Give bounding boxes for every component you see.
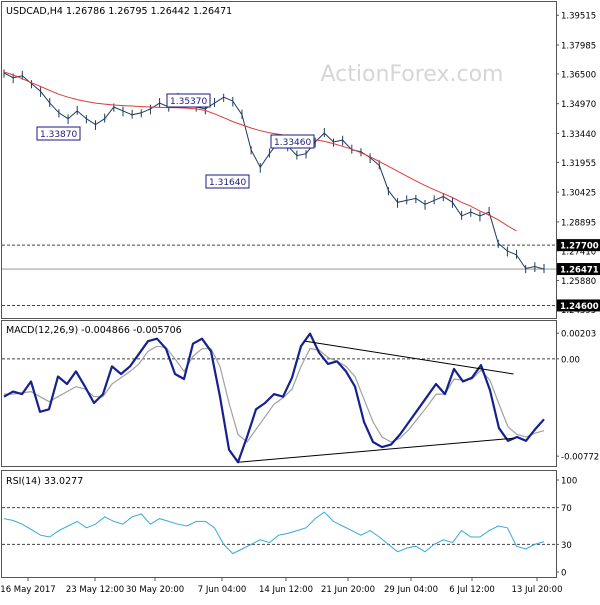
macd-ytick-label: 0.00 [561, 355, 580, 365]
level-label-2-bg [557, 299, 600, 312]
level-label-1-bg [557, 239, 600, 252]
price-panel [1, 1, 557, 319]
rsi-levels [2, 507, 556, 545]
level-label-2: 1.24600 [560, 302, 599, 312]
rsi-yticks: 100 70 30 0 [556, 477, 577, 579]
annotation-box [36, 126, 81, 141]
price-ytick-label: 1.31955 [561, 159, 596, 169]
macd-yticks: 0.00203 0.00 -0.00772 [556, 330, 599, 463]
annotation-label: 1.33460 [274, 138, 311, 148]
price-ytick-label: 1.36500 [561, 70, 596, 80]
rsi-ytick-label: 70 [561, 504, 572, 514]
price-ytick-label: 1.33440 [561, 130, 596, 140]
watermark: ActionForex.com [321, 62, 504, 87]
x-tick-label: 13 Jul 20:00 [512, 585, 563, 595]
moving-average-line [3, 71, 517, 232]
price-ytick-label: 1.37985 [561, 42, 596, 52]
x-tick-label: 29 Jun 04:00 [384, 585, 438, 595]
macd-series [3, 332, 545, 464]
macd-signal-line [4, 345, 545, 443]
x-tick-label: 7 Jun 04:00 [198, 585, 247, 595]
last-price-label-bg [557, 263, 600, 276]
rsi-title: RSI(14) 33.0277 [6, 476, 83, 487]
x-tick-label: 30 May 20:00 [126, 585, 184, 595]
rsi-ytick-label: 100 [561, 477, 577, 487]
price-title: USDCAD,H4 1.26786 1.26795 1.26442 1.2647… [6, 6, 232, 17]
price-annotations: 1.35370 1.33870 1.33460 1.31640 [36, 93, 315, 189]
x-tick-label: 23 May 12:00 [66, 585, 124, 595]
macd-panel [1, 320, 557, 467]
annotation-box [270, 134, 315, 149]
annotation-box [166, 93, 211, 108]
rsi-ytick-label: 30 [561, 541, 572, 551]
macd-trendline-1 [304, 340, 514, 375]
x-tick-label: 14 Jun 12:00 [259, 585, 313, 595]
annotation-label: 1.35370 [170, 97, 207, 107]
level-label-1: 1.27700 [560, 242, 599, 252]
price-ytick-label: 1.27410 [561, 247, 596, 257]
x-tick-label: 16 May 2017 [0, 585, 55, 595]
last-price-label: 1.26471 [560, 266, 599, 276]
macd-line [3, 332, 545, 464]
macd-ytick-label: -0.00772 [561, 453, 599, 463]
macd-trendline-2 [238, 437, 514, 463]
price-ytick-label: 1.30425 [561, 189, 596, 199]
x-tick-label: 21 Jun 20:00 [321, 585, 375, 595]
annotation-label: 1.33870 [40, 130, 77, 140]
rsi-line [3, 511, 545, 555]
price-ytick-label: 1.34970 [561, 100, 596, 110]
price-ytick-label: 1.39515 [561, 12, 596, 22]
price-ytick-label: 1.25880 [561, 277, 596, 287]
macd-ytick-label: 0.00203 [561, 330, 596, 340]
annotation-label: 1.31640 [209, 178, 246, 188]
price-ytick-label: 1.28895 [561, 218, 596, 228]
price-levels [2, 244, 556, 306]
annotation-box [205, 174, 250, 189]
rsi-ytick-label: 0 [561, 569, 566, 579]
rsi-series [3, 511, 545, 555]
x-axis: 16 May 2017 23 May 12:00 30 May 20:00 7 Jun… [0, 577, 562, 595]
x-tick-label: 6 Jul 12:00 [449, 585, 495, 595]
macd-title: MACD(12,26,9) -0.004866 -0.005706 [6, 325, 182, 336]
rsi-panel [1, 470, 557, 578]
price-yticks: 1.39515 1.37985 1.36500 1.34970 1.33440 1.319… [556, 12, 600, 316]
